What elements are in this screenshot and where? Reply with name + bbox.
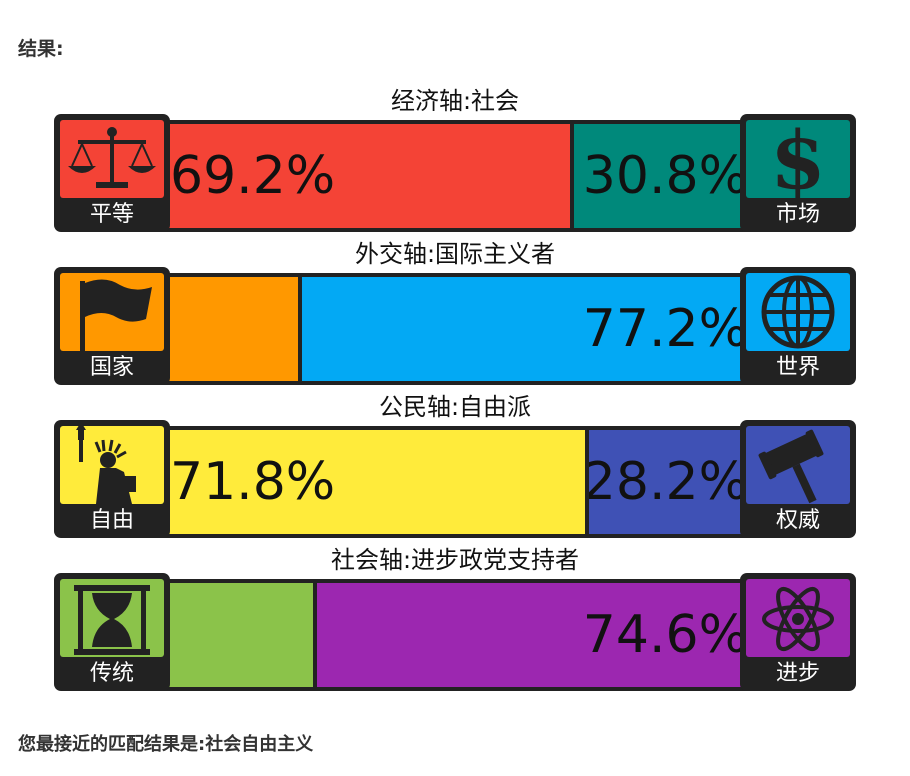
right-segment: 28.2% bbox=[589, 430, 752, 534]
hourglass-icon bbox=[60, 579, 164, 657]
icon-label: 传统 bbox=[89, 661, 134, 686]
axis-title: 外交轴:国际主义者 bbox=[354, 240, 556, 268]
right-icon-box: 进步 bbox=[740, 573, 856, 691]
axis-societal: 社会轴:进步政党支持者 74.6% 传统 进步 bbox=[54, 543, 856, 697]
right-percent: 77.2% bbox=[582, 299, 748, 359]
icon-label: 世界 bbox=[775, 355, 820, 380]
left-segment bbox=[166, 277, 298, 381]
closest-match-text: 您最接近的匹配结果是:社会自由主义 bbox=[18, 734, 314, 755]
right-segment: 77.2% bbox=[302, 277, 752, 381]
axis-title: 公民轴:自由派 bbox=[378, 393, 532, 421]
icon-label: 国家 bbox=[89, 355, 134, 380]
axis-economic: 经济轴:社会 69.2% 30.8% 平等 $ bbox=[54, 84, 856, 238]
right-percent: 28.2% bbox=[589, 452, 748, 512]
icon-label: 进步 bbox=[775, 661, 820, 686]
left-icon-box: 传统 bbox=[54, 573, 170, 691]
axis-diplomatic: 外交轴:国际主义者 77.2% 国家 世界 bbox=[54, 237, 856, 391]
scales-icon bbox=[60, 120, 164, 198]
left-segment: 71.8% bbox=[166, 430, 585, 534]
axis-title: 社会轴:进步政党支持者 bbox=[330, 546, 580, 574]
right-percent: 30.8% bbox=[582, 146, 748, 206]
icon-label: 市场 bbox=[775, 202, 820, 227]
left-icon-box: 自由 bbox=[54, 420, 170, 538]
right-icon-box: $ 市场 bbox=[740, 114, 856, 232]
left-segment bbox=[166, 583, 313, 687]
right-segment: 74.6% bbox=[317, 583, 752, 687]
icon-label: 自由 bbox=[89, 508, 134, 533]
flag-icon bbox=[60, 273, 164, 351]
atom-icon bbox=[746, 579, 850, 657]
icon-label: 平等 bbox=[89, 202, 134, 227]
axis-bar: 71.8% 28.2% bbox=[158, 426, 752, 538]
svg-text:$: $ bbox=[770, 120, 826, 198]
left-icon-box: 国家 bbox=[54, 267, 170, 385]
right-percent: 74.6% bbox=[582, 605, 748, 665]
dollar-icon: $ bbox=[746, 120, 850, 198]
icon-label: 权威 bbox=[775, 508, 820, 533]
left-icon-box: 平等 bbox=[54, 114, 170, 232]
liberty-statue-icon bbox=[60, 426, 164, 504]
right-icon-box: 世界 bbox=[740, 267, 856, 385]
axis-bar: 74.6% bbox=[158, 579, 752, 691]
results-heading: 结果: bbox=[18, 38, 64, 60]
axis-bar: 69.2% 30.8% bbox=[158, 120, 752, 232]
right-icon-box: 权威 bbox=[740, 420, 856, 538]
axis-title: 经济轴:社会 bbox=[390, 87, 520, 115]
gavel-icon bbox=[746, 426, 850, 504]
left-percent: 71.8% bbox=[170, 452, 336, 512]
globe-icon bbox=[746, 273, 850, 351]
axis-bar: 77.2% bbox=[158, 273, 752, 385]
axis-civil: 公民轴:自由派 71.8% 28.2% 自由 bbox=[54, 390, 856, 544]
left-percent: 69.2% bbox=[170, 146, 336, 206]
right-segment: 30.8% bbox=[574, 124, 752, 228]
left-segment: 69.2% bbox=[166, 124, 570, 228]
